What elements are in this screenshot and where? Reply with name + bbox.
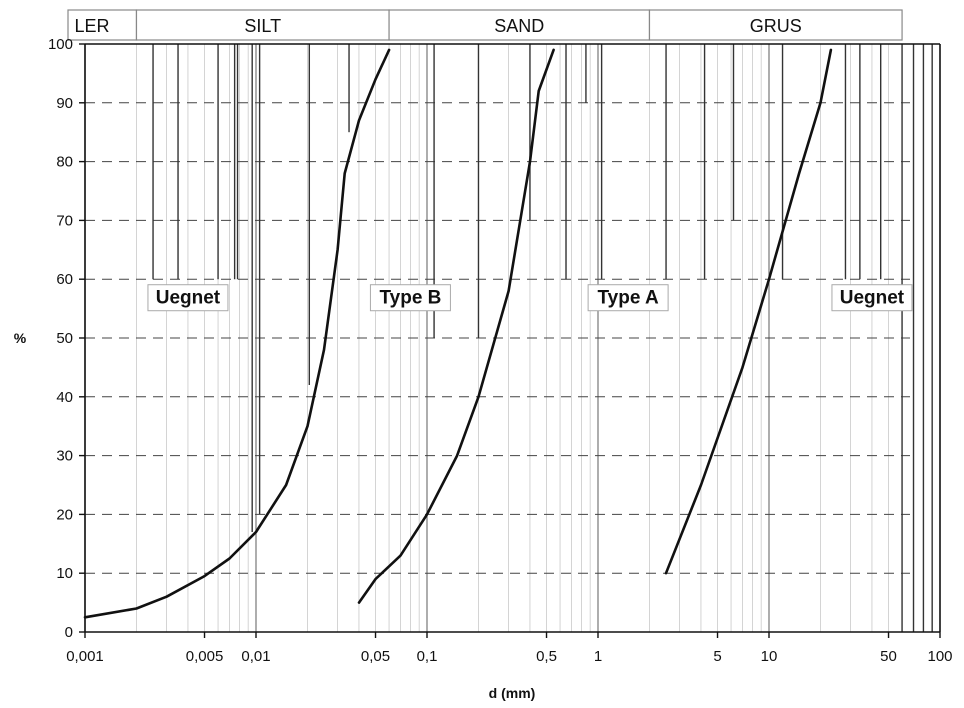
- fraction-band-label: SAND: [494, 16, 544, 36]
- region-label: Type A: [597, 288, 659, 309]
- x-tick-label: 0,01: [241, 648, 270, 665]
- x-tick-label: 50: [880, 648, 897, 665]
- y-tick-label: 0: [65, 624, 73, 641]
- region-label-box: [831, 284, 913, 312]
- grading-curve-3: [664, 48, 833, 575]
- y-tick-label: 20: [56, 506, 73, 523]
- region-label-box: [587, 284, 669, 312]
- fraction-band-header: LER SILT SAND GRUS: [67, 9, 903, 41]
- y-axis-title: %: [14, 330, 27, 346]
- fraction-band-box: [388, 9, 651, 41]
- y-tick-label: 40: [56, 389, 73, 406]
- y-tick-label: 100: [48, 36, 73, 53]
- region-label: Uegnet: [156, 288, 221, 309]
- grading-curve-1: [83, 48, 391, 619]
- x-tick-label: 100: [927, 648, 952, 665]
- region-label-layer: Uegnet Type B Type A Uegnet: [147, 284, 913, 312]
- x-tick-label: 0,1: [417, 648, 438, 665]
- y-tick-label: 30: [56, 448, 73, 465]
- x-tick-label: 10: [761, 648, 778, 665]
- fraction-band-label: LER: [74, 16, 109, 36]
- grid-layer: [84, 43, 933, 632]
- fraction-band-label: SILT: [244, 16, 281, 36]
- y-tick-label: 80: [56, 154, 73, 171]
- x-tick-label: 0,001: [66, 648, 104, 665]
- axis-layer: 0 10 20 30 40 50 60 70 80 90 100 0,001 0,005 0,01 0,05…: [48, 36, 953, 665]
- fraction-band-label: GRUS: [750, 16, 802, 36]
- x-tick-label: 5: [713, 648, 721, 665]
- x-tick-label: 0,05: [361, 648, 390, 665]
- y-tick-label: 50: [56, 330, 73, 347]
- x-tick-label: 1: [594, 648, 602, 665]
- y-tick-label: 70: [56, 212, 73, 229]
- x-tick-label: 0,5: [536, 648, 557, 665]
- limit-layer: [152, 44, 933, 632]
- region-label-box: [147, 284, 229, 312]
- grading-curve-2: [357, 48, 555, 604]
- x-tick-label: 0,005: [186, 648, 224, 665]
- curve-layer: [83, 48, 833, 619]
- fraction-band-box: [67, 9, 138, 41]
- y-tick-label: 90: [56, 95, 73, 112]
- region-label: Uegnet: [840, 288, 905, 309]
- y-tick-label: 10: [56, 565, 73, 582]
- x-axis-title: d (mm): [489, 685, 536, 701]
- region-label-box: [369, 284, 451, 312]
- fraction-band-box: [648, 9, 903, 41]
- region-label: Type B: [379, 288, 441, 309]
- y-tick-label: 60: [56, 271, 73, 288]
